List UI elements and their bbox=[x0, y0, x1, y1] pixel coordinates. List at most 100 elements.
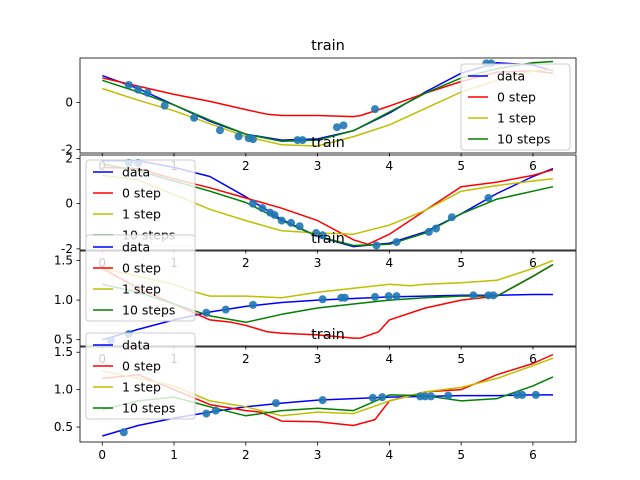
scatter-point bbox=[270, 210, 279, 219]
x-tick-label: 5 bbox=[457, 352, 465, 366]
scatter-point bbox=[258, 204, 267, 213]
scatter-point bbox=[277, 216, 286, 225]
scatter-point bbox=[427, 392, 436, 401]
x-tick-label: 1 bbox=[170, 448, 178, 462]
scatter-point bbox=[469, 291, 478, 300]
scatter-point bbox=[371, 292, 380, 301]
x-tick-label: 2 bbox=[242, 352, 250, 366]
scatter-point bbox=[421, 392, 430, 401]
scatter-point bbox=[190, 113, 199, 122]
scatter-point bbox=[371, 105, 380, 114]
scatter-point bbox=[368, 393, 377, 402]
y-tick-label: -2 bbox=[61, 142, 73, 156]
x-tick-label: 6 bbox=[529, 448, 537, 462]
legend-box bbox=[460, 63, 571, 151]
x-tick-label: 3 bbox=[314, 352, 322, 366]
legend-label: 0 step bbox=[122, 261, 161, 276]
x-tick-label: 6 bbox=[529, 352, 537, 366]
scatter-point bbox=[312, 229, 321, 238]
legend-label: 10 steps bbox=[497, 132, 550, 147]
scatter-point bbox=[318, 396, 327, 405]
y-tick-label: 1.0 bbox=[54, 293, 73, 307]
scatter-point bbox=[298, 136, 307, 145]
scatter-point bbox=[287, 218, 296, 227]
scatter-point bbox=[160, 101, 169, 110]
legend-3: data 0 step 1 step 10 steps bbox=[85, 234, 196, 322]
legend-box bbox=[85, 332, 196, 420]
scatter-point bbox=[444, 391, 453, 400]
legend-label: data bbox=[122, 338, 150, 353]
series-line-0-step bbox=[101, 263, 554, 339]
legend-label: 0 step bbox=[122, 186, 161, 201]
legend-label: 1 step bbox=[122, 380, 161, 395]
scatter-point bbox=[378, 393, 387, 402]
scatter-point bbox=[340, 293, 349, 302]
scatter-point bbox=[124, 80, 133, 89]
scatter-point bbox=[432, 224, 441, 233]
legend-label: 0 step bbox=[122, 359, 161, 374]
y-tick-label: 2 bbox=[65, 151, 73, 165]
legend-label: 0 step bbox=[497, 90, 536, 105]
scatter-point bbox=[248, 135, 257, 144]
scatter-point bbox=[484, 193, 493, 202]
scatter-point bbox=[392, 292, 401, 301]
scatter-point bbox=[518, 390, 527, 399]
x-tick-label: 5 bbox=[457, 159, 465, 173]
scatter-point bbox=[531, 390, 540, 399]
x-tick-label: 4 bbox=[386, 448, 394, 462]
x-tick-label: 0 bbox=[98, 448, 106, 462]
scatter-point bbox=[318, 231, 327, 240]
y-tick-label: 0.5 bbox=[54, 333, 73, 347]
scatter-point bbox=[392, 238, 401, 247]
y-tick-label: 1.5 bbox=[54, 254, 73, 268]
scatter-point bbox=[339, 121, 348, 130]
scatter-point bbox=[489, 291, 498, 300]
x-tick-label: 6 bbox=[529, 159, 537, 173]
scatter-point bbox=[372, 241, 381, 250]
scatter-point bbox=[248, 199, 257, 208]
legend-label: 1 step bbox=[122, 207, 161, 222]
scatter-point bbox=[271, 399, 280, 408]
legend-label: 1 step bbox=[122, 282, 161, 297]
subplot-title: train bbox=[311, 38, 345, 54]
axes-frame bbox=[79, 250, 577, 347]
scatter-point bbox=[447, 213, 456, 222]
legend-box bbox=[85, 234, 196, 322]
scatter-point bbox=[202, 409, 211, 418]
scatter-point bbox=[215, 126, 224, 135]
axes-frame bbox=[79, 154, 577, 251]
x-tick-label: 3 bbox=[314, 159, 322, 173]
y-tick-label: 0.5 bbox=[54, 420, 73, 434]
legend-label: data bbox=[122, 240, 150, 255]
scatter-point bbox=[134, 85, 143, 94]
y-tick-label: 1.5 bbox=[54, 345, 73, 359]
scatter-point bbox=[143, 88, 152, 97]
subplot-title: train bbox=[311, 231, 345, 247]
legend-label: data bbox=[497, 69, 525, 84]
y-tick-label: 1.0 bbox=[54, 383, 73, 397]
scatter-point bbox=[221, 305, 230, 314]
x-tick-label: 2 bbox=[242, 256, 250, 270]
x-tick-label: 4 bbox=[386, 159, 394, 173]
legend-label: 10 steps bbox=[122, 401, 175, 416]
legend-4: data 0 step 1 step 10 steps bbox=[85, 332, 196, 420]
x-tick-label: 5 bbox=[457, 448, 465, 462]
y-tick-label: 0 bbox=[65, 197, 73, 211]
scatter-point bbox=[384, 292, 393, 301]
legend-1: data 0 step 1 step 10 steps bbox=[460, 63, 571, 151]
scatter-point bbox=[211, 406, 220, 415]
axes-frame bbox=[79, 346, 577, 443]
subplot-title: train bbox=[311, 135, 345, 151]
scatter-point bbox=[248, 300, 257, 309]
x-tick-label: 2 bbox=[242, 448, 250, 462]
legend-label: 1 step bbox=[497, 111, 536, 126]
x-tick-label: 5 bbox=[457, 256, 465, 270]
legend-label: 10 steps bbox=[122, 303, 175, 318]
x-tick-label: 4 bbox=[386, 352, 394, 366]
x-tick-label: 6 bbox=[529, 256, 537, 270]
plot-area bbox=[102, 59, 554, 147]
x-tick-label: 3 bbox=[314, 256, 322, 270]
scatter-point bbox=[424, 227, 433, 236]
